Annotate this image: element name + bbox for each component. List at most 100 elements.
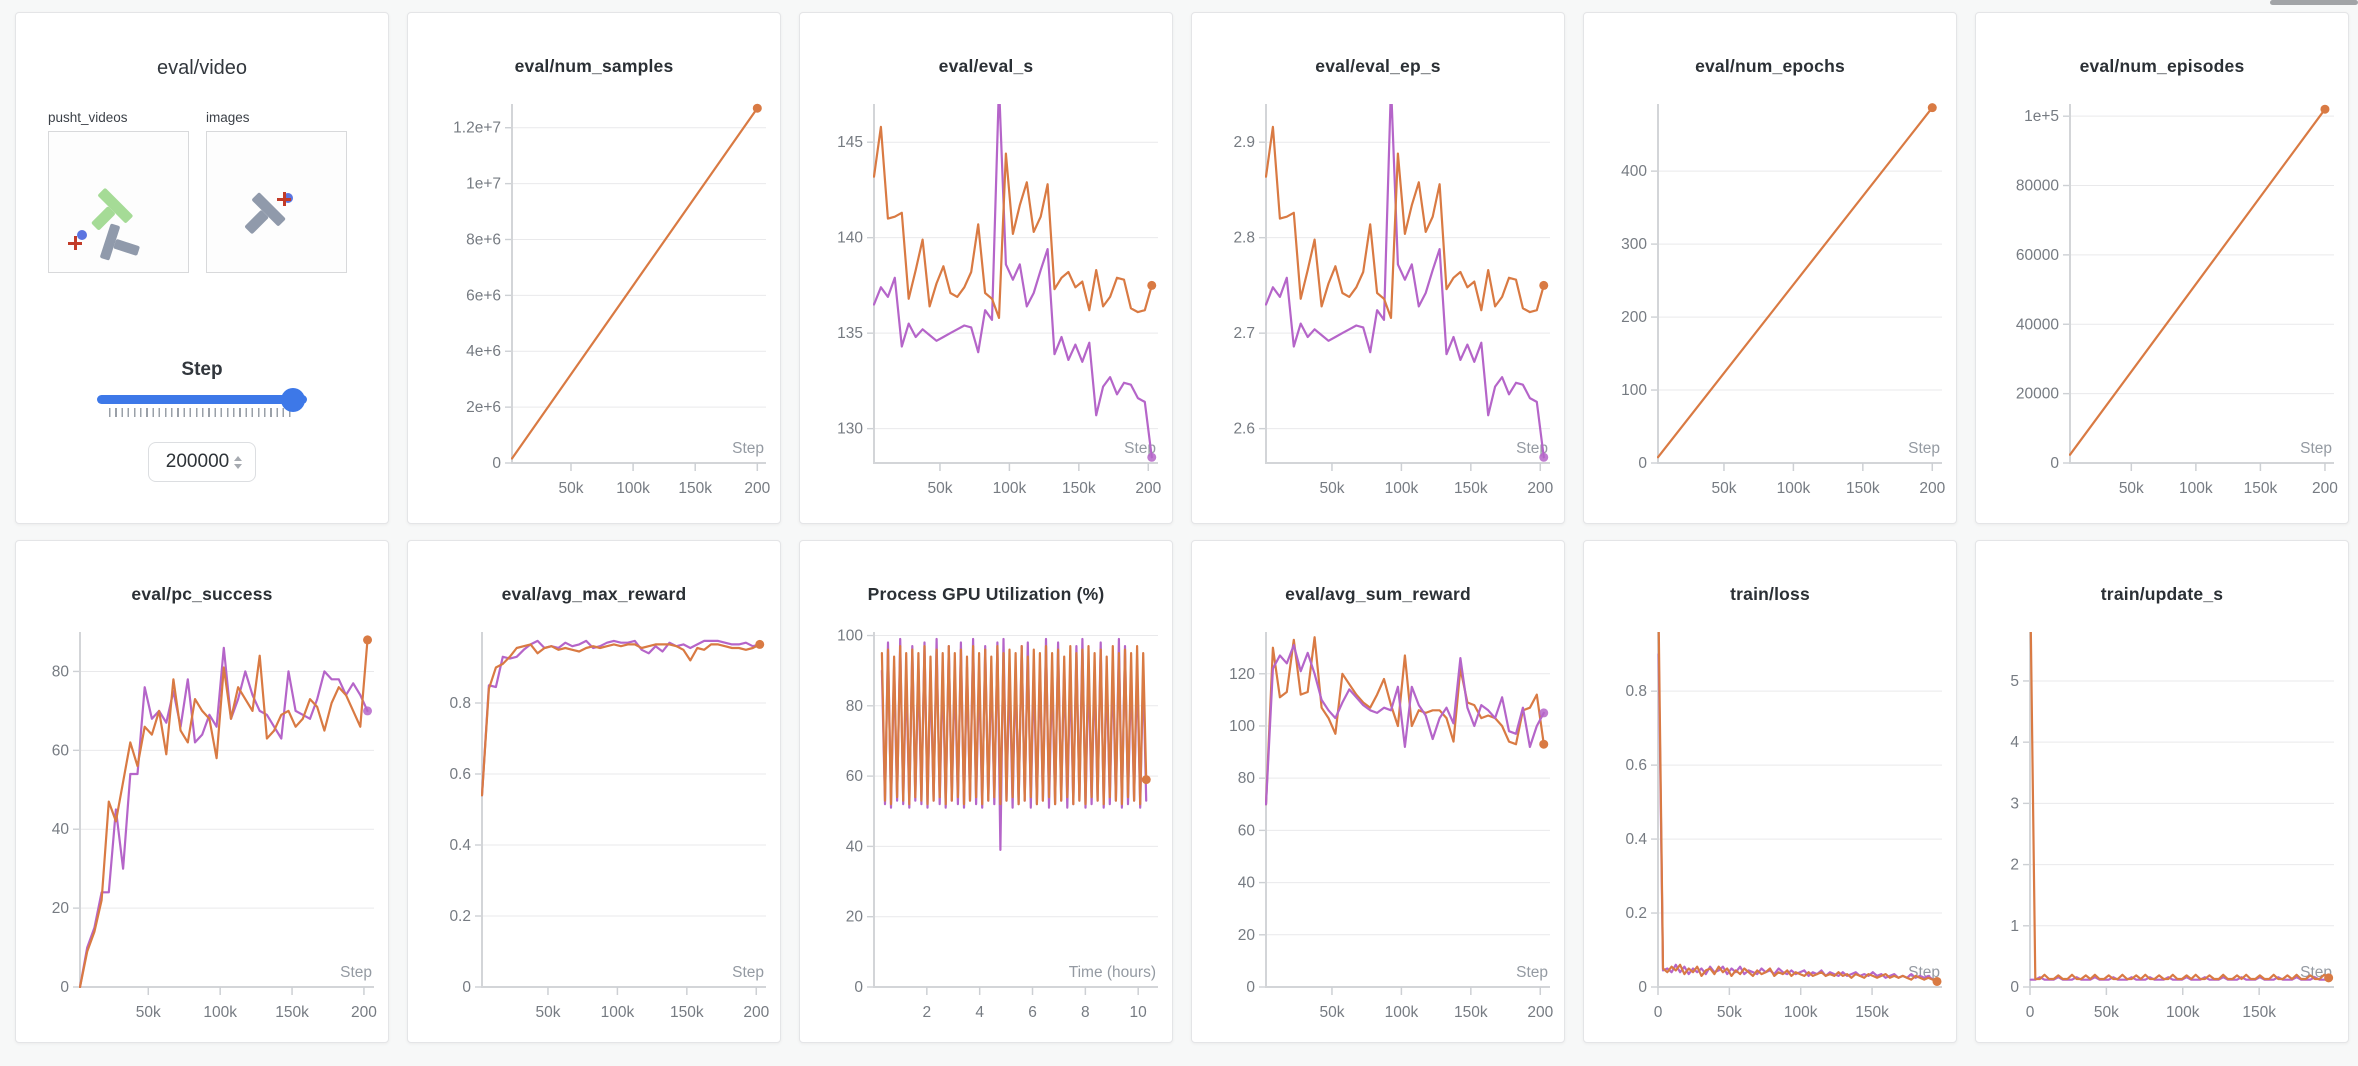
chart-title: eval/num_samples xyxy=(514,55,674,76)
series-end-dot-run-orange xyxy=(1539,280,1549,290)
x-tick-label: 50k xyxy=(2119,480,2144,497)
x-tick-label: 100k xyxy=(2179,480,2213,497)
panel-eval-video: eval/video pusht_videos images xyxy=(15,12,389,524)
chart-canvas[interactable]: 130 135 140 145 50k 100k 150k 200 Step xyxy=(800,89,1173,513)
x-tick-label: 100k xyxy=(2166,1004,2200,1021)
slider-track[interactable] xyxy=(97,387,307,412)
x-tick-label: 200 xyxy=(1527,480,1553,497)
y-tick-label: 80 xyxy=(1238,770,1256,787)
chart-canvas[interactable]: 0 20 40 60 80 100 120 50k 100k 150k 200 Step xyxy=(1192,617,1565,1037)
y-tick-label: 4e+6 xyxy=(466,343,501,360)
y-tick-label: 140 xyxy=(837,230,863,247)
series-line-run-orange xyxy=(79,638,369,988)
chart-panel-eval-avg-sum-reward: eval/avg_sum_reward 0 20 40 60 80 100 120 50k 100… xyxy=(1191,540,1565,1043)
chart-title: eval/avg_max_reward xyxy=(501,583,687,604)
x-tick-label: 200 xyxy=(1135,480,1161,497)
y-tick-label: 80000 xyxy=(2016,178,2059,195)
x-tick-label: 100k xyxy=(1784,1004,1818,1021)
series-end-dot-run-orange xyxy=(1141,775,1151,785)
chart-title: eval/eval_s xyxy=(938,55,1034,76)
step-down-icon[interactable] xyxy=(233,463,242,469)
x-tick-label: 50k xyxy=(136,1004,161,1021)
chart-canvas[interactable]: 0 0.2 0.4 0.6 0.8 50k 100k 150k 200 Step xyxy=(408,617,781,1037)
y-tick-label: 1.2e+7 xyxy=(453,120,501,137)
y-tick-label: 20 xyxy=(1238,927,1256,944)
x-tick-label: 8 xyxy=(1081,1004,1090,1021)
y-tick-label: 0 xyxy=(462,979,471,996)
chart-canvas[interactable]: 0 20 40 60 80 50k 100k 150k 200 Step xyxy=(16,617,389,1037)
step-up-icon[interactable] xyxy=(233,455,242,461)
x-tick-label: 0 xyxy=(2026,1004,2035,1021)
series-end-dot-run-orange xyxy=(1932,976,1942,986)
images-thumbnail[interactable] xyxy=(206,131,347,273)
series-line-run-purple xyxy=(1657,653,1939,981)
series-end-dot-run-orange xyxy=(1147,280,1157,290)
y-tick-label: 1e+7 xyxy=(466,176,501,193)
x-axis-label: Step xyxy=(1516,440,1548,457)
chart-canvas[interactable]: 0 2e+6 4e+6 6e+6 8e+6 1e+7 1.2e+7 50k 100k 150k 20… xyxy=(408,89,781,513)
y-tick-label: 0.4 xyxy=(449,837,471,854)
y-tick-label: 40 xyxy=(52,821,70,838)
step-slider-label: Step xyxy=(181,359,223,380)
y-tick-label: 3 xyxy=(2010,795,2019,812)
x-tick-label: 100k xyxy=(203,1004,237,1021)
x-axis-label: Step xyxy=(1124,440,1156,457)
y-tick-label: 0.8 xyxy=(1625,683,1647,700)
y-tick-label: 100 xyxy=(837,628,863,645)
stepper-arrows[interactable] xyxy=(233,455,242,469)
y-tick-label: 0 xyxy=(1638,979,1647,996)
chart-canvas[interactable]: 0 20000 40000 60000 80000 1e+5 50k 100k 150k 200 S… xyxy=(1976,89,2349,513)
x-tick-label: 100k xyxy=(601,1004,635,1021)
y-tick-label: 0 xyxy=(854,979,863,996)
x-tick-label: 0 xyxy=(1654,1004,1663,1021)
chart-canvas[interactable]: 2.6 2.7 2.8 2.9 50k 100k 150k 200 Step xyxy=(1192,89,1565,513)
series-line-run-purple xyxy=(79,646,369,988)
x-axis-label: Step xyxy=(1516,964,1548,981)
chart-canvas[interactable]: 0 100 200 300 400 50k 100k 150k 200 Step xyxy=(1584,89,1957,513)
y-tick-label: 0.2 xyxy=(1625,905,1647,922)
y-tick-label: 0.6 xyxy=(449,766,471,783)
media-label: images xyxy=(206,110,250,125)
slider-thumb[interactable] xyxy=(281,387,305,412)
series-end-dot-run-purple xyxy=(363,706,373,716)
x-tick-label: 200 xyxy=(1527,1004,1553,1021)
x-tick-label: 10 xyxy=(1130,1004,1148,1021)
chart-title: eval/avg_sum_reward xyxy=(1285,583,1471,604)
chart-panel-eval-num-samples: eval/num_samples 0 2e+6 4e+6 6e+6 8e+6 1e+7 1.2… xyxy=(407,12,781,524)
series-line-run-orange xyxy=(880,645,1148,806)
x-tick-label: 50k xyxy=(1319,480,1344,497)
series-line-run-purple xyxy=(1265,644,1545,806)
chart-panel-train-loss: train/loss 0 0.2 0.4 0.6 0.8 0 50k 100k 150k Step xyxy=(1583,540,1957,1043)
series-line-run-orange xyxy=(1265,125,1545,319)
horizontal-scrollbar-thumb[interactable] xyxy=(2270,0,2358,5)
y-tick-label: 4 xyxy=(2010,734,2019,751)
x-tick-label: 150k xyxy=(1454,480,1488,497)
step-value-input[interactable] xyxy=(162,451,233,473)
chart-title: eval/num_epochs xyxy=(1695,55,1845,76)
y-tick-label: 400 xyxy=(1621,163,1647,180)
series-line-run-orange xyxy=(481,643,761,797)
series-end-dot-run-orange xyxy=(2324,973,2334,983)
x-tick-label: 150k xyxy=(1846,480,1880,497)
step-slider[interactable] xyxy=(97,387,307,417)
slider-ruler-ticks xyxy=(109,408,295,417)
x-tick-label: 100k xyxy=(993,480,1027,497)
x-tick-label: 150k xyxy=(1855,1004,1889,1021)
step-value-box[interactable] xyxy=(148,442,256,482)
chart-panel-process-gpu-utilization: Process GPU Utilization (%) 0 20 40 60 80 100 2… xyxy=(799,540,1173,1043)
pusht-videos-thumbnail[interactable] xyxy=(48,131,189,273)
y-tick-label: 40000 xyxy=(2016,316,2059,333)
y-tick-label: 60 xyxy=(1238,822,1256,839)
x-tick-label: 200 xyxy=(1919,480,1945,497)
series-end-dot-run-orange xyxy=(1927,103,1937,113)
chart-panel-eval-num-epochs: eval/num_epochs 0 100 200 300 400 50k 100k 150k 2… xyxy=(1583,12,1957,524)
y-tick-label: 135 xyxy=(837,325,863,342)
y-tick-label: 0.6 xyxy=(1625,757,1647,774)
y-tick-label: 2e+6 xyxy=(466,399,501,416)
x-tick-label: 200 xyxy=(743,1004,769,1021)
chart-canvas[interactable]: 0 20 40 60 80 100 2 4 6 8 10 Time (hours) xyxy=(800,617,1173,1037)
x-tick-label: 50k xyxy=(1717,1004,1742,1021)
media-item-pusht-videos: pusht_videos xyxy=(48,110,189,273)
